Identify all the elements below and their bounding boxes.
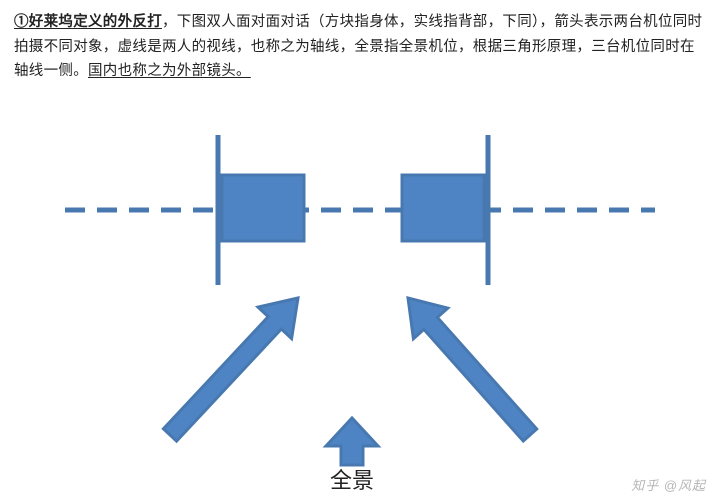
camera-diagram: 全景: [60, 120, 660, 490]
panorama-camera-arrow: [326, 418, 378, 465]
panorama-label: 全景: [330, 468, 374, 490]
right-camera-arrow: [408, 298, 537, 441]
person-block-1: [222, 175, 304, 241]
paragraph-title: ①好莱坞定义的外反打: [14, 14, 162, 30]
left-camera-arrow: [163, 298, 298, 441]
paragraph-tail: 国内也称之为外部镜头。: [88, 63, 251, 79]
person-block-2: [402, 175, 484, 241]
description-paragraph: ①好莱坞定义的外反打，下图双人面对面对话（方块指身体，实线指背部，下同），箭头表…: [0, 0, 720, 88]
